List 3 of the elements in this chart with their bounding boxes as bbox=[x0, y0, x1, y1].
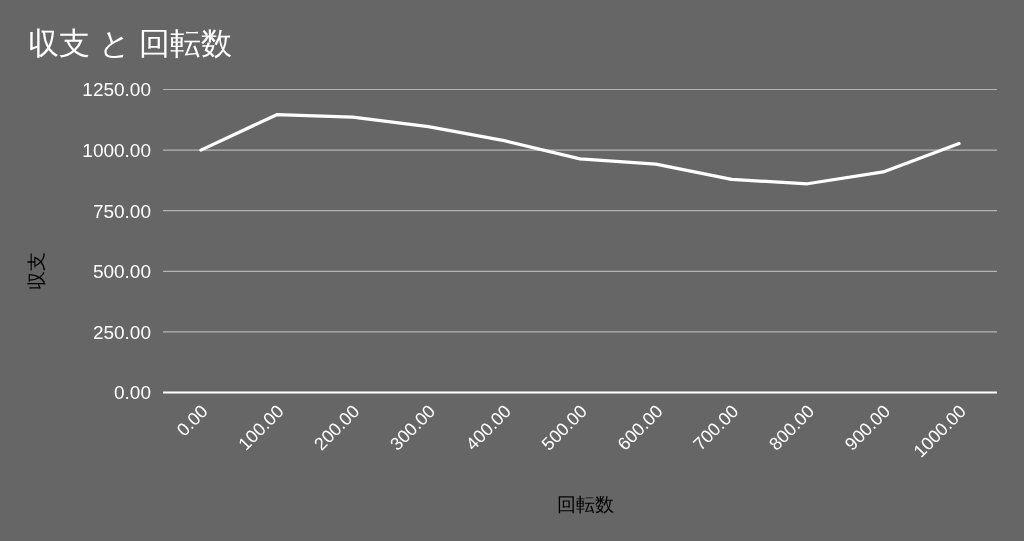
title: 収支 と 回転数 bbox=[28, 26, 233, 61]
xlabel: 回転数 bbox=[556, 494, 614, 515]
ylabel: 収支 bbox=[26, 252, 47, 290]
